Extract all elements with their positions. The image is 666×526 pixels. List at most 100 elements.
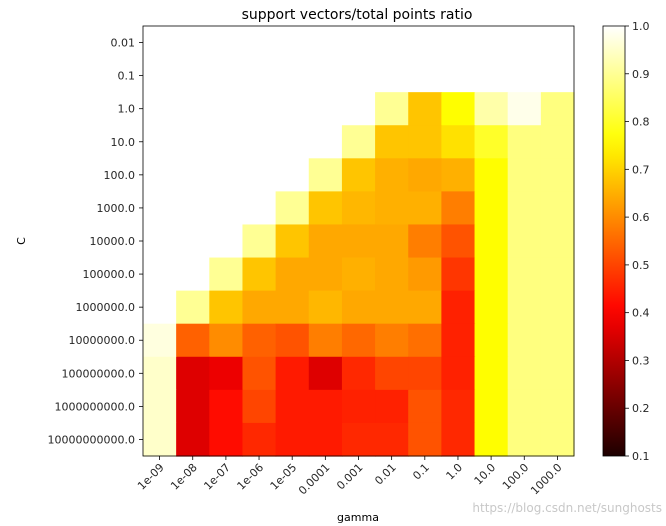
x-tick-label: 10.0: [472, 461, 499, 488]
heatmap-cell: [341, 323, 376, 358]
heatmap-cell: [242, 290, 277, 325]
heatmap-cell: [408, 323, 442, 358]
heatmap-cell: [275, 356, 310, 391]
heatmap-cell: [275, 290, 310, 325]
heatmap-cell: [375, 158, 409, 192]
heatmap-cell: [540, 125, 575, 159]
heatmap-cell: [341, 257, 376, 292]
heatmap-cell: [474, 356, 509, 391]
heatmap-cell: [507, 224, 542, 259]
heatmap-cell: [143, 356, 177, 391]
y-tick-label: 1000000.0: [76, 301, 136, 314]
heatmap-cell: [176, 422, 210, 457]
heatmap-cell: [507, 290, 542, 325]
heatmap-cell: [308, 323, 343, 358]
colorbar-tick-label: 0.2: [632, 402, 650, 415]
heatmap-cell: [507, 356, 542, 391]
heatmap-cell: [308, 224, 343, 259]
heatmap-cell: [441, 92, 476, 126]
heatmap-cell: [408, 389, 442, 424]
heatmap-cell: [507, 158, 542, 192]
heatmap-cell: [275, 191, 310, 226]
y-tick-label: 10.0: [111, 136, 136, 149]
heatmap-cell: [275, 257, 310, 292]
heatmap-cell: [441, 125, 476, 159]
colorbar-tick-label: 0.3: [632, 354, 650, 367]
heatmap-cell: [209, 323, 244, 358]
heatmap-cell: [540, 290, 575, 325]
x-tick-label: 1e-05: [268, 461, 300, 493]
heatmap-cell: [308, 290, 343, 325]
heatmap-cell: [441, 323, 476, 358]
heatmap-cell: [375, 224, 409, 259]
heatmap-cell: [242, 389, 277, 424]
heatmap-cell: [341, 422, 376, 457]
colorbar-tick-label: 0.1: [632, 450, 650, 463]
x-tick-label: 1e-08: [168, 461, 200, 493]
x-tick-label: 1e-07: [201, 461, 233, 493]
heatmap-cell: [408, 191, 442, 226]
heatmap-cell: [375, 323, 409, 358]
heatmap-cell: [242, 356, 277, 391]
heatmap-cell: [176, 290, 210, 325]
y-tick-label: 100000.0: [83, 268, 136, 281]
heatmap-cell: [308, 158, 343, 192]
heatmap-cell: [143, 323, 177, 358]
heatmap-cell: [341, 158, 376, 192]
y-tick-label: 0.1: [118, 70, 136, 83]
heatmap-cell: [474, 290, 509, 325]
heatmap-cell: [308, 257, 343, 292]
heatmap-cell: [408, 92, 442, 126]
heatmap-cell: [242, 323, 277, 358]
heatmap-cell: [143, 389, 177, 424]
heatmap-cell: [474, 158, 509, 192]
heatmap-cell: [209, 290, 244, 325]
heatmap-cell: [507, 125, 542, 159]
y-tick-label: 10000000000.0: [48, 433, 135, 446]
colorbar: [602, 25, 626, 457]
heatmap-cell: [308, 356, 343, 391]
y-tick-label: 1000000000.0: [55, 400, 135, 413]
heatmap-cell: [474, 224, 509, 259]
x-tick-label: 0.001: [334, 461, 365, 492]
x-tick-label: 1.0: [444, 461, 466, 483]
colorbar-tick-label: 0.7: [632, 163, 650, 176]
heatmap-cell: [275, 224, 310, 259]
heatmap-cell: [540, 323, 575, 358]
colorbar-tick-label: 1.0: [632, 20, 650, 33]
heatmap-cell: [474, 125, 509, 159]
colorbar-tick-label: 0.9: [632, 68, 650, 81]
heatmap-cell: [375, 290, 409, 325]
colorbar-tick-label: 0.5: [632, 259, 650, 272]
y-tick-label: 10000.0: [90, 235, 136, 248]
heatmap-cell: [176, 356, 210, 391]
heatmap-cell: [375, 191, 409, 226]
heatmap-cell: [408, 224, 442, 259]
heatmap-cell: [474, 389, 509, 424]
x-tick-label: 1000.0: [528, 461, 564, 497]
heatmap-cell: [341, 389, 376, 424]
heatmap-cell: [242, 422, 277, 457]
heatmap-cell: [474, 422, 509, 457]
heatmap-cell: [275, 422, 310, 457]
y-tick-label: 0.01: [111, 37, 136, 50]
heatmap-cell: [341, 356, 376, 391]
heatmap-cell: [441, 389, 476, 424]
heatmap-cell: [375, 422, 409, 457]
heatmap-cell: [375, 92, 409, 126]
heatmap-cell: [209, 389, 244, 424]
heatmap-cell: [408, 125, 442, 159]
heatmap-cell: [507, 422, 542, 457]
heatmap-cell: [176, 323, 210, 358]
x-tick-label: 100.0: [500, 461, 531, 492]
heatmap-cell: [507, 191, 542, 226]
y-axis-label: C: [15, 237, 28, 245]
colorbar-tick-label: 0.6: [632, 211, 650, 224]
heatmap-cell: [540, 224, 575, 259]
colorbar-ticks: 0.1 0.2 0.3 0.4 0.5 0.6 0.7 0.8 0.9 1.0: [625, 20, 650, 463]
heatmap-cell: [308, 389, 343, 424]
x-tick-label: 1e-09: [135, 461, 167, 493]
colorbar-tick-label: 0.4: [632, 307, 650, 320]
x-tick-label: 0.01: [372, 461, 399, 488]
